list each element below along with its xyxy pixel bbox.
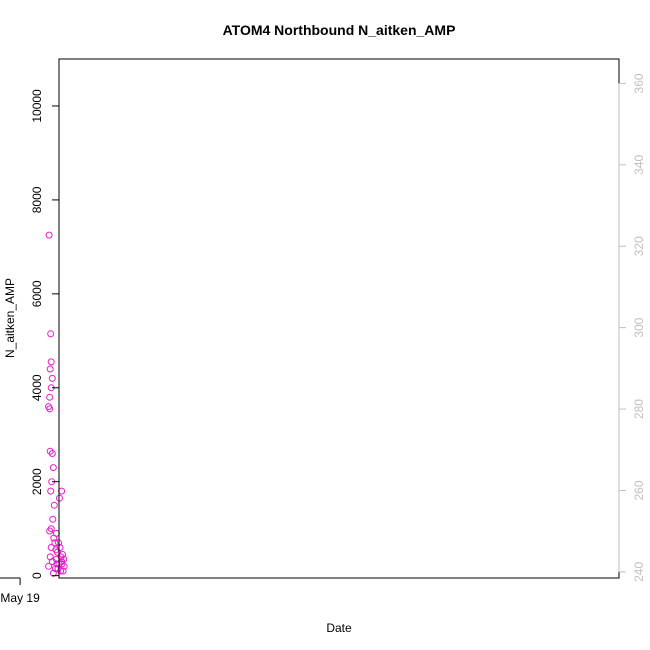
scatter-point [46, 447, 54, 455]
scatter-point [45, 231, 53, 239]
y-tick-label: 2000 [30, 468, 44, 495]
scatter-point [46, 393, 54, 401]
scatter-point [48, 374, 56, 382]
scatter-point [47, 330, 55, 338]
y2-tick-label: 260 [632, 480, 646, 500]
y-tick-label: 4000 [30, 374, 44, 401]
chart-title: ATOM4 Northbound N_aitken_AMP [223, 22, 456, 38]
scatter-point [49, 515, 57, 523]
plot-frame [58, 58, 620, 579]
y-tick-label: 8000 [30, 186, 44, 213]
scatter-point [53, 560, 61, 568]
scatter-point [54, 565, 62, 573]
y-tick-label: 0 [30, 572, 44, 579]
scatter-point [46, 365, 54, 373]
scatter-point [47, 487, 55, 495]
y2-tick-label: 360 [632, 73, 646, 93]
y-tick-label: 6000 [30, 280, 44, 307]
scatter-point [47, 525, 55, 533]
scatter-point [48, 450, 56, 457]
scatter-point [60, 555, 68, 563]
x-tick-label: May 19 [0, 591, 40, 605]
scatter-point [49, 464, 57, 472]
x-axis-label: Date [326, 621, 352, 635]
scatter-point [51, 539, 59, 547]
scatter-point [56, 544, 64, 551]
scatter-point [49, 569, 57, 577]
scatter-point [47, 358, 55, 366]
axes-layer: May 11May 13May 15May 17May 190200040006… [0, 73, 646, 605]
y2-tick-label: 340 [632, 155, 646, 175]
y2-tick-label: 320 [632, 236, 646, 256]
y-axis-label: N_aitken_AMP [3, 278, 17, 358]
scatter-point [50, 501, 58, 509]
y2-tick-label: 300 [632, 317, 646, 337]
y2-tick-label: 280 [632, 399, 646, 419]
y2-tick-label: 240 [632, 562, 646, 582]
y-tick-label: 10000 [30, 89, 44, 123]
scatter-point [46, 405, 54, 413]
scatter-point [45, 562, 53, 570]
